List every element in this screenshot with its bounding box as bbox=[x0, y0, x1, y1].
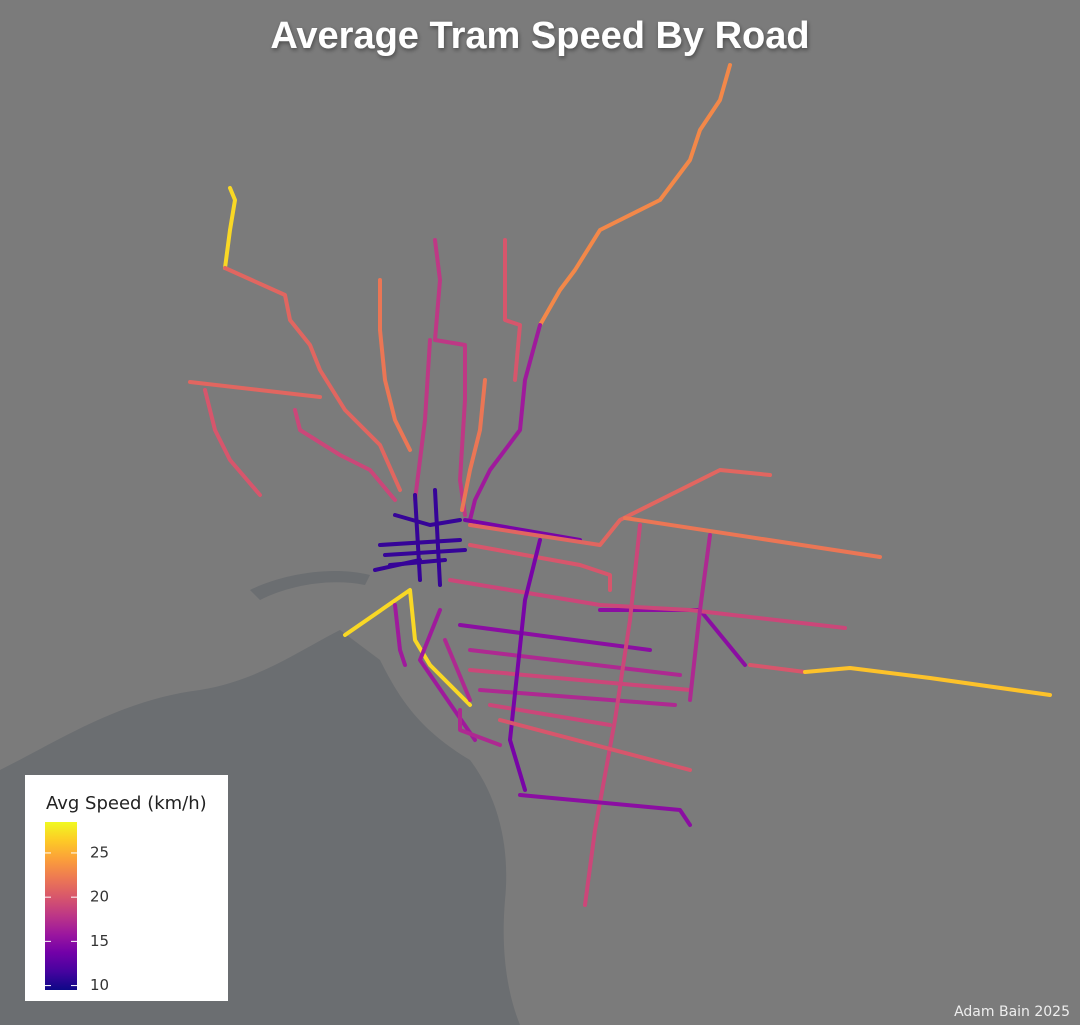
tram-route bbox=[373, 558, 422, 572]
tram-route bbox=[458, 708, 502, 747]
tram-route bbox=[293, 408, 397, 502]
tram-route bbox=[460, 378, 487, 512]
legend-tick-label: 15 bbox=[90, 932, 109, 950]
tram-route bbox=[458, 623, 652, 652]
tram-route bbox=[583, 523, 642, 907]
tram-route bbox=[463, 518, 582, 542]
tram-route bbox=[413, 338, 432, 502]
tram-route bbox=[393, 513, 462, 527]
tram-route bbox=[188, 380, 322, 399]
tram-route bbox=[413, 493, 422, 582]
tram-route bbox=[378, 278, 412, 452]
tram-route bbox=[383, 548, 467, 557]
legend-title: Avg Speed (km/h) bbox=[46, 793, 207, 814]
tram-route bbox=[223, 266, 402, 492]
tram-route bbox=[418, 608, 477, 742]
tram-route bbox=[203, 388, 262, 497]
tram-route bbox=[468, 668, 692, 692]
tram-route bbox=[803, 666, 1052, 697]
routes bbox=[188, 63, 1052, 907]
tram-route bbox=[623, 516, 882, 559]
tram-route bbox=[443, 638, 472, 702]
legend-tick-label: 10 bbox=[90, 976, 109, 994]
tram-route bbox=[748, 663, 807, 674]
tram-route bbox=[468, 648, 682, 677]
legend: Avg Speed (km/h) 10 15 20 25 bbox=[25, 775, 228, 1001]
credit: Adam Bain 2025 bbox=[954, 1004, 1070, 1020]
tram-route bbox=[518, 793, 692, 827]
tram-route bbox=[688, 533, 712, 702]
tram-route bbox=[468, 543, 612, 592]
color-bar bbox=[45, 822, 77, 990]
tram-route bbox=[378, 538, 462, 547]
legend-tick-label: 25 bbox=[90, 843, 109, 861]
tram-route bbox=[468, 323, 542, 522]
tram-route bbox=[433, 238, 467, 517]
tram-route bbox=[393, 603, 407, 667]
tram-route bbox=[538, 63, 732, 327]
title: Average Tram Speed By Road bbox=[270, 15, 809, 57]
tram-route bbox=[488, 703, 612, 727]
tram-route bbox=[478, 688, 677, 707]
tram-route bbox=[503, 238, 522, 382]
tram-route bbox=[433, 488, 442, 587]
tram-route bbox=[508, 538, 542, 792]
legend-tick-label: 20 bbox=[90, 888, 109, 906]
tram-route bbox=[468, 468, 772, 547]
tram-route bbox=[343, 588, 472, 707]
river-mouth bbox=[250, 570, 370, 600]
tram-route bbox=[223, 186, 237, 270]
tram-route bbox=[498, 718, 692, 772]
